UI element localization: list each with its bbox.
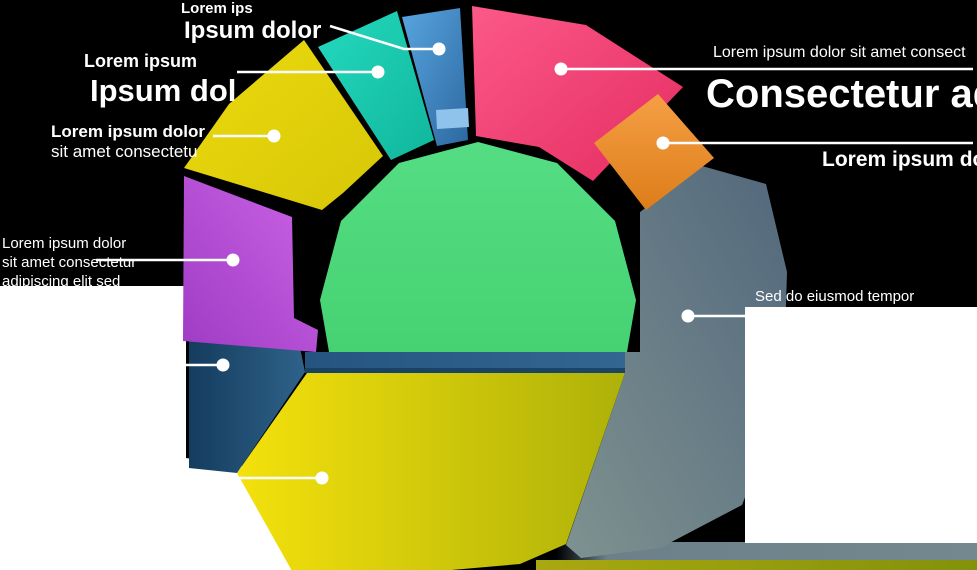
slice-purple — [183, 176, 318, 352]
label-orange-right-line1: Lorem ipsum dolor sit — [822, 148, 977, 171]
callout-dot-pink — [554, 62, 568, 76]
white-patch-left — [0, 286, 298, 570]
label-lower-left-line2: sit amet consectetur — [2, 254, 137, 271]
white-patch-right — [745, 307, 977, 543]
donut-center — [320, 142, 636, 352]
callout-dot-teal — [371, 65, 385, 79]
callout-dot-blue — [432, 42, 446, 56]
slice-orange — [594, 94, 714, 210]
slice-yellow-bottom-3d-edge — [305, 352, 625, 373]
slice-slate-gray — [566, 166, 787, 558]
label-left-line1: Lorem ipsum dolor — [51, 122, 205, 141]
callout-dot-orange — [656, 136, 670, 150]
callout-dot-navy — [216, 358, 230, 372]
label-left-line2: sit amet consectetu — [51, 142, 198, 161]
callout-dot-yellow-bottom — [315, 471, 329, 485]
callout-dot-purple — [226, 253, 240, 267]
label-pink-right-line2: Consectetur adipis — [706, 72, 977, 116]
slice-blue-inner-highlight — [436, 108, 469, 129]
slice-yellow-upper-left — [184, 40, 383, 210]
label-top-line1: Lorem ips — [181, 0, 253, 17]
slice-yellow-bottom-3d-edge-shadow — [305, 368, 625, 373]
slice-navy — [189, 323, 305, 473]
label-lower-left-line1: Lorem ipsum dolor — [2, 235, 127, 252]
label-upper-left-line1: Lorem ipsum — [84, 51, 198, 71]
callout-line-blue — [329, 24, 439, 51]
label-top-line2: Ipsum dolor — [184, 17, 322, 44]
slice-yellow-bottom — [237, 373, 625, 570]
bottom-band-olive — [536, 560, 977, 570]
label-pink-right-line1: Lorem ipsum dolor sit amet consect — [713, 44, 966, 61]
label-gray-right-line1: Sed do eiusmod tempor — [755, 288, 915, 305]
label-upper-left-line2: Ipsum dol — [90, 73, 237, 108]
label-lower-left-line3: adipiscing elit sed — [2, 273, 121, 290]
callout-dot-yellow-upper-left — [267, 129, 281, 143]
callout-dot-gray — [681, 309, 695, 323]
